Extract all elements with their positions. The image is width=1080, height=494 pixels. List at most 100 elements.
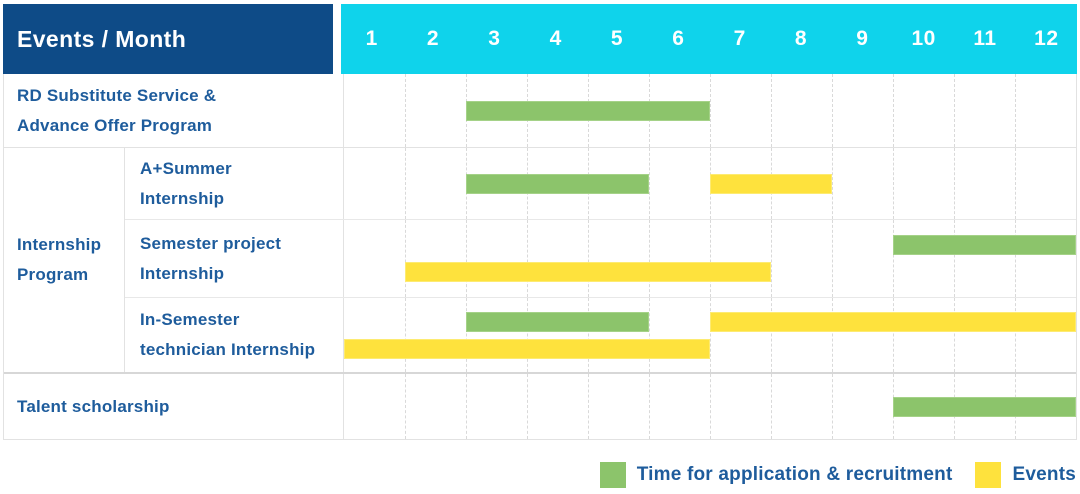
bar-line <box>344 262 1076 282</box>
label-line: Internship <box>140 188 225 208</box>
application-bar <box>466 100 710 121</box>
row-rd-substitute-service-advance-offer-program: RD Substitute Service & Advance Offer Pro… <box>4 74 1076 148</box>
table-header-row: Events / Month 1 2 3 4 5 6 7 8 9 10 11 12 <box>3 4 1077 74</box>
month-grid-line <box>771 298 772 372</box>
month-grid-line <box>893 148 894 219</box>
group-label-internship-program: Internship Program <box>4 148 125 372</box>
month-grid-line <box>405 298 406 372</box>
month-grid-line <box>832 220 833 297</box>
event-bar <box>710 173 832 194</box>
month-grid-line <box>588 298 589 372</box>
bar-lines-in-semester-technician-internship <box>344 298 1076 372</box>
month-grid-line <box>588 220 589 297</box>
month-grid-line <box>466 298 467 372</box>
group-rows-internship-program: A+Summer Internship Semester project Intern… <box>125 148 1076 372</box>
month-grid-line <box>954 148 955 219</box>
legend-label-application: Time for application & recruitment <box>636 464 953 485</box>
month-label-6: 6 <box>672 27 685 50</box>
month-grid-line <box>1015 74 1016 147</box>
month-label-9: 9 <box>856 27 869 50</box>
application-bar <box>466 173 649 194</box>
month-grid-line <box>649 298 650 372</box>
timeline-semester-project-internship <box>344 220 1076 297</box>
row-in-semester-technician-internship: In-Semester technician Internship <box>125 298 1076 372</box>
month-grid-line <box>771 220 772 297</box>
green-swatch-icon <box>599 462 626 488</box>
event-bar <box>344 338 710 359</box>
label-line: Program <box>17 265 89 284</box>
month-grid-line <box>1015 298 1016 372</box>
legend-item-application: Time for application & recruitment <box>599 462 953 488</box>
month-grid-line <box>893 220 894 297</box>
month-grid-line <box>954 220 955 297</box>
header-gap <box>333 4 341 74</box>
month-label-12: 12 <box>1034 27 1059 50</box>
month-grid-line <box>405 148 406 219</box>
month-grid-line <box>1015 148 1016 219</box>
month-grid-line <box>954 298 955 372</box>
month-grid-line <box>466 220 467 297</box>
month-grid-line <box>710 74 711 147</box>
month-label-4: 4 <box>549 27 562 50</box>
row-label-in-semester-technician-internship: In-Semester technician Internship <box>125 298 344 372</box>
month-grid-line <box>832 74 833 147</box>
events-month-header-cell: Events / Month <box>3 4 333 74</box>
row-label-rd-substitute-service-advance-offer-program: RD Substitute Service & Advance Offer Pro… <box>4 74 344 147</box>
bar-line <box>344 235 1076 255</box>
bar-line <box>344 173 1076 194</box>
month-grid-line <box>405 374 406 439</box>
month-grid-line <box>588 374 589 439</box>
month-label-8: 8 <box>794 27 808 50</box>
month-grid-line <box>710 220 711 297</box>
label-line: RD Substitute Service & <box>17 85 217 105</box>
month-grid-line <box>771 374 772 439</box>
month-grid-line <box>527 374 528 439</box>
label-line: Talent scholarship <box>17 396 170 416</box>
month-grid-line <box>405 74 406 147</box>
row-group-internship-program: Internship Program A+Summer Internship Semes… <box>4 148 1076 374</box>
month-header: 1 2 3 4 5 6 7 8 9 10 11 12 <box>341 4 1077 74</box>
month-label-3: 3 <box>488 27 501 50</box>
month-label-2: 2 <box>426 27 440 50</box>
bar-lines-a-plus-summer-internship <box>344 148 1076 219</box>
row-semester-project-internship: Semester project Internship <box>125 220 1076 298</box>
row-label-talent-scholarship: Talent scholarship <box>4 374 344 439</box>
legend-item-events: Events <box>975 462 1076 488</box>
month-grid-line <box>893 74 894 147</box>
table-body: RD Substitute Service & Advance Offer Pro… <box>3 74 1077 440</box>
label-line: Internship <box>17 235 102 254</box>
application-bar <box>466 311 649 332</box>
row-talent-scholarship: Talent scholarship <box>4 374 1076 439</box>
event-bar <box>405 262 771 282</box>
bar-line <box>344 338 1076 359</box>
month-grid-line <box>954 74 955 147</box>
month-grid-line <box>832 374 833 439</box>
bar-line <box>344 100 1076 121</box>
month-grid-line <box>649 148 650 219</box>
month-grid-line <box>466 374 467 439</box>
month-label-7: 7 <box>733 27 746 50</box>
timeline-rd-substitute-service-advance-offer-program <box>344 74 1076 147</box>
month-grid-line <box>527 298 528 372</box>
application-bar <box>893 235 1076 255</box>
month-grid-line <box>527 220 528 297</box>
legend-label-events: Events <box>1012 464 1076 485</box>
month-grid-line <box>1015 220 1016 297</box>
label-line: technician Internship <box>140 340 316 359</box>
row-label-semester-project-internship: Semester project Internship <box>125 220 344 297</box>
month-grid-line <box>832 148 833 219</box>
timeline-in-semester-technician-internship <box>344 298 1076 372</box>
label-line: A+Summer <box>140 158 232 178</box>
month-label-5: 5 <box>610 27 624 50</box>
month-label-11: 11 <box>973 27 997 50</box>
row-label-a-plus-summer-internship: A+Summer Internship <box>125 148 344 219</box>
month-grid-line <box>405 220 406 297</box>
bar-lines-rd-substitute-service-advance-offer-program <box>344 74 1076 147</box>
timeline-talent-scholarship <box>344 374 1076 439</box>
label-line: Semester project <box>140 233 282 253</box>
label-line: In-Semester <box>140 310 240 329</box>
row-a-plus-summer-internship: A+Summer Internship <box>125 148 1076 220</box>
yellow-swatch-icon <box>975 462 1002 488</box>
application-bar <box>893 396 1076 417</box>
